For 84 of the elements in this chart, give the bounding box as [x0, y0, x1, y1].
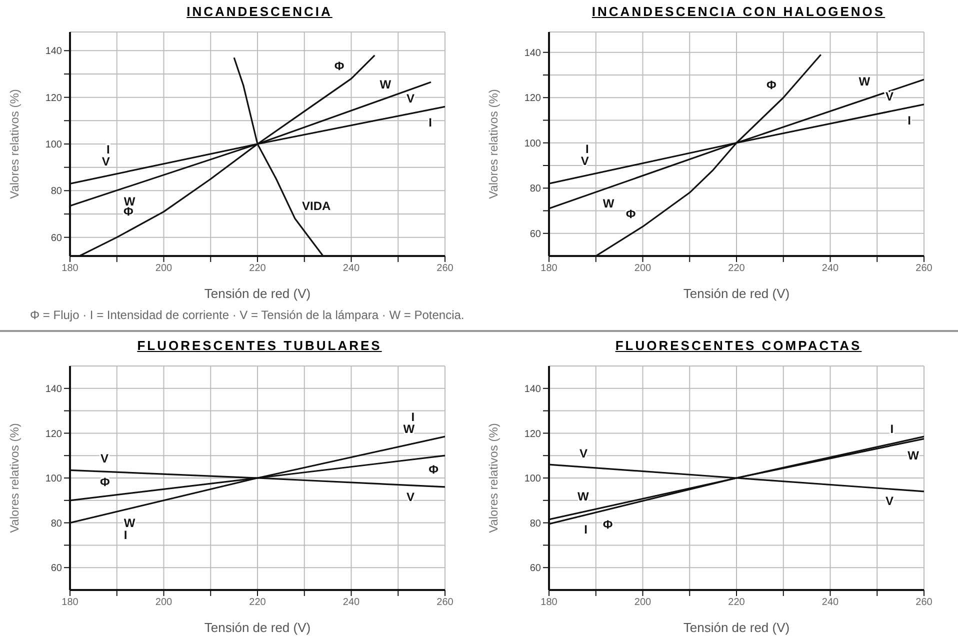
annotation: W: [403, 422, 416, 436]
annotation: I: [428, 116, 432, 130]
y-tick-label: 140: [524, 48, 542, 59]
annotation: V: [886, 494, 894, 508]
annotation: Φ: [100, 474, 110, 489]
x-tick-label: 180: [62, 263, 79, 274]
annotation: V: [102, 154, 110, 168]
chart-title: INCANDESCENCIA CON HALOGENOS: [590, 3, 886, 21]
annotation: W: [124, 516, 136, 530]
x-tick-label: 200: [634, 263, 652, 274]
y-tick-label: 80: [50, 518, 62, 530]
x-tick-label: 200: [634, 597, 652, 608]
y-tick-label: 100: [524, 474, 542, 485]
x-tick-label: 240: [822, 597, 840, 608]
annotation: Φ: [766, 78, 777, 92]
y-tick-label: 100: [524, 138, 542, 150]
x-tick-label: 260: [916, 597, 933, 608]
annotation: W: [858, 74, 871, 89]
y-tick-label: 60: [50, 563, 62, 574]
annotation: V: [406, 92, 415, 106]
y-tick-label: 80: [530, 518, 542, 530]
annotation: I: [890, 422, 894, 436]
y-tick-label: 60: [50, 232, 62, 244]
annotation: Φ: [123, 204, 134, 219]
y-axis-title: Valores relativos (%): [486, 89, 500, 199]
x-tick-label: 260: [436, 597, 454, 608]
x-tick-label: 260: [916, 263, 933, 274]
chart-title: INCANDESCENCIA: [186, 3, 334, 21]
x-tick-label: 180: [540, 263, 558, 274]
x-tick-label: 240: [342, 597, 360, 608]
annotation: W: [380, 78, 392, 92]
y-tick-label: 80: [530, 184, 542, 195]
annotation: I: [124, 528, 128, 542]
x-tick-label: 260: [436, 263, 454, 274]
y-axis-title: Valores relativos (%): [486, 423, 500, 533]
x-tick-label: 180: [62, 597, 79, 608]
x-axis-title: Tensión de red (V): [683, 620, 790, 635]
annotation: V: [886, 90, 894, 104]
y-tick-label: 100: [45, 474, 62, 485]
y-tick-label: 140: [524, 384, 542, 395]
x-tick-label: 220: [249, 263, 266, 274]
y-tick-label: 100: [45, 140, 62, 151]
annotation: W: [908, 448, 920, 462]
annotation: W: [578, 489, 590, 504]
y-tick-label: 140: [45, 384, 62, 395]
annotation: I: [411, 410, 415, 424]
x-axis-title: Tensión de red (V): [683, 286, 790, 301]
x-tick-label: 220: [249, 597, 266, 608]
chart-title: FLUORESCENTES COMPACTAS: [614, 337, 863, 355]
x-tick-label: 220: [728, 263, 746, 274]
annotation: Φ: [602, 517, 613, 532]
annotation: Φ: [428, 462, 439, 477]
y-tick-label: 60: [530, 563, 542, 574]
y-tick-label: 120: [524, 428, 542, 440]
x-tick-label: 180: [540, 597, 558, 608]
x-axis-title: Tensión de red (V): [204, 620, 311, 635]
annotation: V: [406, 490, 415, 504]
y-tick-label: 120: [524, 93, 542, 104]
annotation: I: [584, 522, 588, 537]
text: Φ = Flujo · I = Intensidad de corriente · V = Tensión de la lámpara · W = Potencia.: [30, 308, 464, 322]
annotation: Φ: [626, 206, 636, 221]
y-tick-label: 60: [530, 228, 542, 240]
y-axis-title: Valores relativos (%): [7, 89, 22, 199]
chart-title: FLUORESCENTES TUBULARES: [136, 337, 383, 355]
y-axis-title: Valores relativos (%): [7, 423, 22, 533]
annotation: V: [579, 446, 588, 460]
x-tick-label: 240: [342, 263, 360, 274]
annotation: V: [580, 154, 589, 168]
x-axis-title: Tensión de red (V): [204, 286, 311, 301]
y-tick-label: 140: [45, 46, 62, 58]
x-tick-label: 200: [155, 263, 173, 274]
annotation: V: [100, 451, 108, 466]
annotation: W: [602, 196, 615, 211]
x-tick-label: 200: [155, 597, 173, 608]
annotation: Φ: [334, 58, 344, 73]
annotation: I: [908, 114, 911, 128]
annotation: I: [586, 142, 589, 156]
annotation: I: [106, 142, 110, 156]
y-tick-label: 80: [50, 186, 62, 198]
y-tick-label: 120: [45, 428, 62, 440]
annotation: VIDA: [302, 198, 332, 213]
x-tick-label: 240: [822, 263, 840, 274]
y-tick-label: 120: [45, 92, 62, 104]
x-tick-label: 220: [728, 597, 746, 608]
